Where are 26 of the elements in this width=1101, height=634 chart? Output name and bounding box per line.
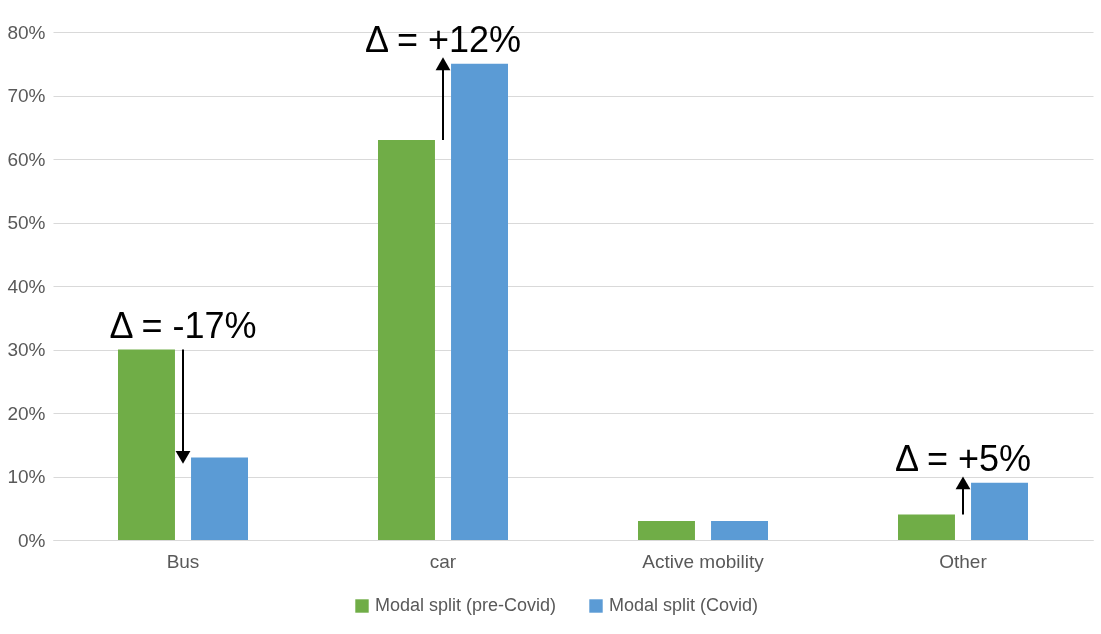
y-tick-label: 50% — [7, 212, 46, 233]
x-tick-label: Other — [939, 550, 988, 572]
annotation: Δ = +5% — [894, 437, 1032, 479]
annotation: Δ = +12% — [364, 18, 522, 60]
annotation: Δ = -17% — [109, 304, 257, 346]
y-tick-label: 70% — [7, 85, 46, 106]
legend-label: Modal split (Covid) — [609, 595, 759, 615]
y-tick-label: 40% — [7, 275, 46, 297]
bar — [191, 457, 248, 540]
y-tick-label: 10% — [7, 466, 46, 487]
legend-label: Modal split (pre-Covid) — [375, 595, 557, 615]
bar — [451, 63, 508, 540]
y-tick-label: 60% — [7, 148, 46, 170]
bar — [638, 520, 695, 540]
y-tick-label: 30% — [7, 339, 46, 360]
y-tick-label: 20% — [7, 402, 46, 424]
bar — [971, 482, 1028, 540]
bar — [378, 139, 435, 540]
y-tick-label: 80% — [7, 21, 46, 43]
x-tick-label: Active mobility — [642, 550, 765, 572]
bar — [711, 520, 768, 540]
y-tick-label: 0% — [18, 529, 46, 551]
bar — [118, 349, 175, 540]
bar — [898, 514, 955, 540]
x-tick-label: car — [429, 550, 457, 572]
x-tick-label: Bus — [166, 550, 200, 572]
